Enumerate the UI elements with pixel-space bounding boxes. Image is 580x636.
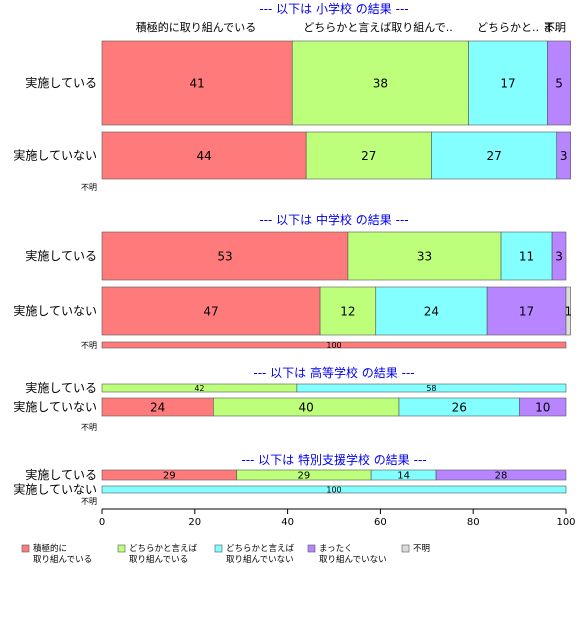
x-tick-label: 80 bbox=[467, 517, 480, 528]
row-label: 不明 bbox=[81, 423, 97, 432]
legend-label: まったく bbox=[319, 544, 353, 554]
data-label: 17 bbox=[519, 304, 534, 318]
bar-segment bbox=[305, 131, 432, 180]
data-label: 40 bbox=[299, 400, 314, 414]
legend-swatch bbox=[307, 544, 316, 553]
data-label: 42 bbox=[194, 384, 204, 393]
legend-swatch bbox=[117, 544, 126, 553]
x-tick-label: 20 bbox=[188, 517, 201, 528]
data-label: 11 bbox=[519, 249, 534, 263]
data-label: 14 bbox=[397, 471, 410, 482]
data-label: 53 bbox=[217, 249, 232, 263]
data-label: 3 bbox=[560, 149, 568, 163]
bar-segment bbox=[565, 286, 571, 336]
bar-segment bbox=[101, 131, 307, 180]
row-label: 実施していない bbox=[13, 303, 97, 318]
row-label: 実施していない bbox=[13, 399, 97, 414]
data-label: 24 bbox=[150, 400, 165, 414]
bar-segment bbox=[519, 397, 567, 417]
section-title: --- 以下は 小学校 の結果 --- bbox=[259, 1, 408, 16]
data-label: 58 bbox=[426, 384, 436, 393]
data-label: 24 bbox=[424, 304, 439, 318]
row-label: 実施している bbox=[25, 75, 97, 90]
data-label: 33 bbox=[417, 249, 432, 263]
bar-segment bbox=[296, 383, 567, 393]
section-title: --- 以下は 高等学校 の結果 --- bbox=[253, 365, 414, 380]
row-label: 実施していない bbox=[13, 482, 97, 497]
category-header-label: どちらかと.. bbox=[477, 21, 539, 34]
data-label: 26 bbox=[452, 400, 467, 414]
x-tick-label: 40 bbox=[281, 517, 294, 528]
data-label: 44 bbox=[196, 149, 211, 163]
x-tick-label: 0 bbox=[99, 517, 105, 528]
bar-segment bbox=[556, 131, 571, 180]
legend-label: 取り組んでいない bbox=[319, 554, 387, 565]
section-title: --- 以下は 中学校 の結果 --- bbox=[259, 212, 408, 227]
data-label: 10 bbox=[535, 400, 550, 414]
data-label: 27 bbox=[361, 149, 376, 163]
bar-segment bbox=[291, 40, 469, 126]
category-header-label: 不明 bbox=[544, 21, 566, 34]
legend-swatch bbox=[21, 544, 30, 553]
bar-segment bbox=[101, 485, 567, 494]
legend-label: 取り組んでいない bbox=[226, 554, 294, 565]
data-label: 3 bbox=[555, 249, 563, 263]
category-header-label: 積極的に取り組んでいる bbox=[136, 20, 256, 34]
x-tick-label: 60 bbox=[374, 517, 387, 528]
row-label: 実施していない bbox=[13, 148, 97, 163]
legend-swatch bbox=[214, 544, 223, 553]
row-label: 実施している bbox=[25, 380, 97, 395]
data-label: 29 bbox=[163, 471, 176, 482]
bar-segment bbox=[375, 286, 488, 336]
row-label: 実施している bbox=[25, 467, 97, 482]
data-label: 100 bbox=[326, 341, 341, 350]
section-title: --- 以下は 特別支援学校 の結果 --- bbox=[241, 452, 426, 467]
data-label: 28 bbox=[495, 471, 508, 482]
data-label: 41 bbox=[189, 76, 204, 90]
row-label: 不明 bbox=[81, 183, 97, 192]
bar-segment bbox=[101, 341, 567, 349]
legend-label: 取り組んでいる bbox=[129, 554, 188, 565]
data-label: 12 bbox=[340, 304, 355, 318]
data-label: 47 bbox=[203, 304, 218, 318]
legend-swatch bbox=[401, 544, 410, 553]
row-label: 不明 bbox=[81, 341, 97, 350]
legend-label: どちらかと言えば bbox=[226, 543, 295, 554]
bar-segment bbox=[431, 131, 558, 180]
legend-label: どちらかと言えば bbox=[129, 543, 198, 554]
bar-segment bbox=[486, 286, 567, 336]
row-label: 実施している bbox=[25, 248, 97, 263]
data-label: 1 bbox=[564, 304, 572, 318]
data-label: 38 bbox=[373, 76, 388, 90]
bar-segment bbox=[347, 231, 502, 281]
category-header-label: どちらかと言えば取り組んで.. bbox=[303, 21, 452, 34]
data-label: 29 bbox=[297, 471, 310, 482]
data-label: 100 bbox=[326, 485, 341, 494]
bar-segment bbox=[319, 286, 377, 336]
bar-segment bbox=[101, 231, 349, 281]
category-header-label: ま.. bbox=[543, 21, 561, 34]
bar-segment bbox=[435, 469, 567, 481]
bar-segment bbox=[547, 40, 571, 126]
x-tick-label: 100 bbox=[556, 517, 575, 528]
legend-label: 積極的に bbox=[33, 543, 67, 554]
data-label: 5 bbox=[555, 76, 563, 90]
legend-label: 取り組んでいる bbox=[33, 554, 92, 565]
row-label: 不明 bbox=[81, 497, 97, 506]
bar-segment bbox=[551, 231, 567, 281]
bar-segment bbox=[101, 286, 321, 336]
data-label: 27 bbox=[486, 149, 501, 163]
legend-label: 不明 bbox=[413, 544, 430, 554]
data-label: 17 bbox=[500, 76, 515, 90]
